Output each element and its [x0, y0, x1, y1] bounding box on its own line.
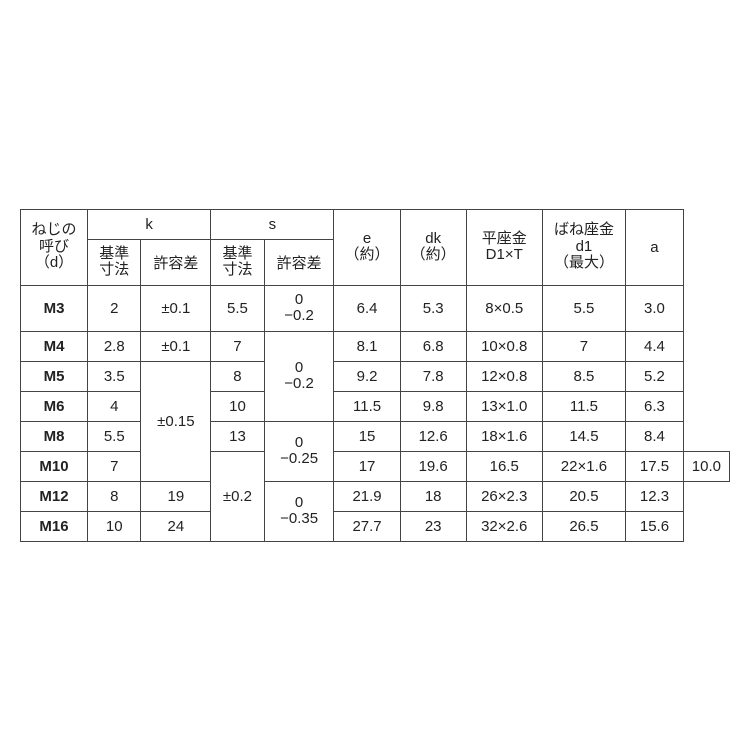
cell-a: 12.3	[626, 481, 684, 511]
header-a: a	[626, 209, 684, 285]
cell-k-tol: ±0.1	[141, 285, 211, 331]
header-k-base: 基準 寸法	[88, 239, 141, 285]
cell-k-tol: ±0.2	[211, 451, 264, 541]
cell-spring: 7	[542, 331, 625, 361]
cell-flat: 12×0.8	[466, 361, 542, 391]
cell-a: 15.6	[626, 511, 684, 541]
cell-dk: 12.6	[400, 421, 466, 451]
cell-label: M8	[21, 421, 88, 451]
header-s-tol: 許容差	[264, 239, 334, 285]
cell-k: 2.8	[88, 331, 141, 361]
cell-s: 13	[211, 421, 264, 451]
cell-e: 19.6	[400, 451, 466, 481]
cell-dk: 6.8	[400, 331, 466, 361]
cell-a: 10.0	[683, 451, 729, 481]
cell-e: 27.7	[334, 511, 400, 541]
cell-k: 7	[88, 451, 141, 481]
cell-e: 9.2	[334, 361, 400, 391]
cell-dk: 9.8	[400, 391, 466, 421]
cell-flat: 10×0.8	[466, 331, 542, 361]
cell-e: 15	[334, 421, 400, 451]
cell-label: M5	[21, 361, 88, 391]
cell-s-tol: 0 −0.2	[264, 331, 334, 421]
cell-k: 4	[88, 391, 141, 421]
cell-a: 5.2	[626, 361, 684, 391]
cell-label: M12	[21, 481, 88, 511]
dimension-table: ねじの 呼び （d） k s e （約） dk （約）	[20, 209, 730, 542]
cell-flat: 8×0.5	[466, 285, 542, 331]
cell-a: 8.4	[626, 421, 684, 451]
cell-k: 8	[88, 481, 141, 511]
cell-flat: 32×2.6	[466, 511, 542, 541]
cell-spring: 5.5	[542, 285, 625, 331]
cell-flat: 13×1.0	[466, 391, 542, 421]
cell-s: 7	[211, 331, 264, 361]
header-s: s	[211, 209, 334, 239]
cell-a: 3.0	[626, 285, 684, 331]
cell-flat: 26×2.3	[466, 481, 542, 511]
cell-spring: 17.5	[626, 451, 684, 481]
cell-spring: 11.5	[542, 391, 625, 421]
cell-s: 17	[334, 451, 400, 481]
cell-label: M6	[21, 391, 88, 421]
cell-k-tol: ±0.15	[141, 361, 211, 481]
table-row: M12 8 19 0 −0.35 21.9 18 26×2.3 20.5 12.…	[21, 481, 730, 511]
cell-label: M16	[21, 511, 88, 541]
cell-s-tol: 0 −0.2	[264, 285, 334, 331]
header-e: e （約）	[334, 209, 400, 285]
dimension-table-container: ねじの 呼び （d） k s e （約） dk （約）	[0, 189, 750, 562]
cell-dk: 16.5	[466, 451, 542, 481]
header-dk: dk （約）	[400, 209, 466, 285]
cell-s: 8	[211, 361, 264, 391]
cell-label: M3	[21, 285, 88, 331]
cell-e: 8.1	[334, 331, 400, 361]
cell-s-tol: 0 −0.35	[264, 481, 334, 541]
table-row: M16 10 24 27.7 23 32×2.6 26.5 15.6	[21, 511, 730, 541]
cell-dk: 7.8	[400, 361, 466, 391]
header-spring-washer: ばね座金 d1 （最大）	[542, 209, 625, 285]
cell-dk: 5.3	[400, 285, 466, 331]
cell-e: 11.5	[334, 391, 400, 421]
cell-dk: 18	[400, 481, 466, 511]
cell-s: 5.5	[211, 285, 264, 331]
cell-dk: 23	[400, 511, 466, 541]
cell-spring: 8.5	[542, 361, 625, 391]
cell-label: M10	[21, 451, 88, 481]
cell-k: 10	[88, 511, 141, 541]
cell-flat: 22×1.6	[542, 451, 625, 481]
header-k: k	[88, 209, 211, 239]
cell-e: 6.4	[334, 285, 400, 331]
header-row-1: ねじの 呼び （d） k s e （約） dk （約）	[21, 209, 730, 239]
table-row: M8 5.5 13 0 −0.25 15 12.6 18×1.6 14.5 8.…	[21, 421, 730, 451]
cell-s-tol: 0 −0.25	[264, 421, 334, 481]
cell-k-tol: ±0.1	[141, 331, 211, 361]
cell-a: 6.3	[626, 391, 684, 421]
header-thread-d: ねじの 呼び （d）	[21, 209, 88, 285]
cell-flat: 18×1.6	[466, 421, 542, 451]
cell-spring: 20.5	[542, 481, 625, 511]
table-row: M6 4 10 11.5 9.8 13×1.0 11.5 6.3	[21, 391, 730, 421]
cell-k: 3.5	[88, 361, 141, 391]
cell-e: 21.9	[334, 481, 400, 511]
table-row: M4 2.8 ±0.1 7 0 −0.2 8.1 6.8 10×0.8 7 4.…	[21, 331, 730, 361]
cell-spring: 26.5	[542, 511, 625, 541]
cell-s: 19	[141, 481, 211, 511]
table-row: M3 2 ±0.1 5.5 0 −0.2 6.4 5.3 8×0.5 5.5 3…	[21, 285, 730, 331]
cell-s: 10	[211, 391, 264, 421]
header-s-base: 基準 寸法	[211, 239, 264, 285]
cell-label: M4	[21, 331, 88, 361]
cell-a: 4.4	[626, 331, 684, 361]
table-row: M5 3.5 ±0.15 8 9.2 7.8 12×0.8 8.5 5.2	[21, 361, 730, 391]
header-flat-washer: 平座金 D1×T	[466, 209, 542, 285]
header-k-tol: 許容差	[141, 239, 211, 285]
cell-k: 5.5	[88, 421, 141, 451]
cell-s: 24	[141, 511, 211, 541]
cell-spring: 14.5	[542, 421, 625, 451]
table-row: M10 7 ±0.2 17 19.6 16.5 22×1.6 17.5 10.0	[21, 451, 730, 481]
cell-k: 2	[88, 285, 141, 331]
